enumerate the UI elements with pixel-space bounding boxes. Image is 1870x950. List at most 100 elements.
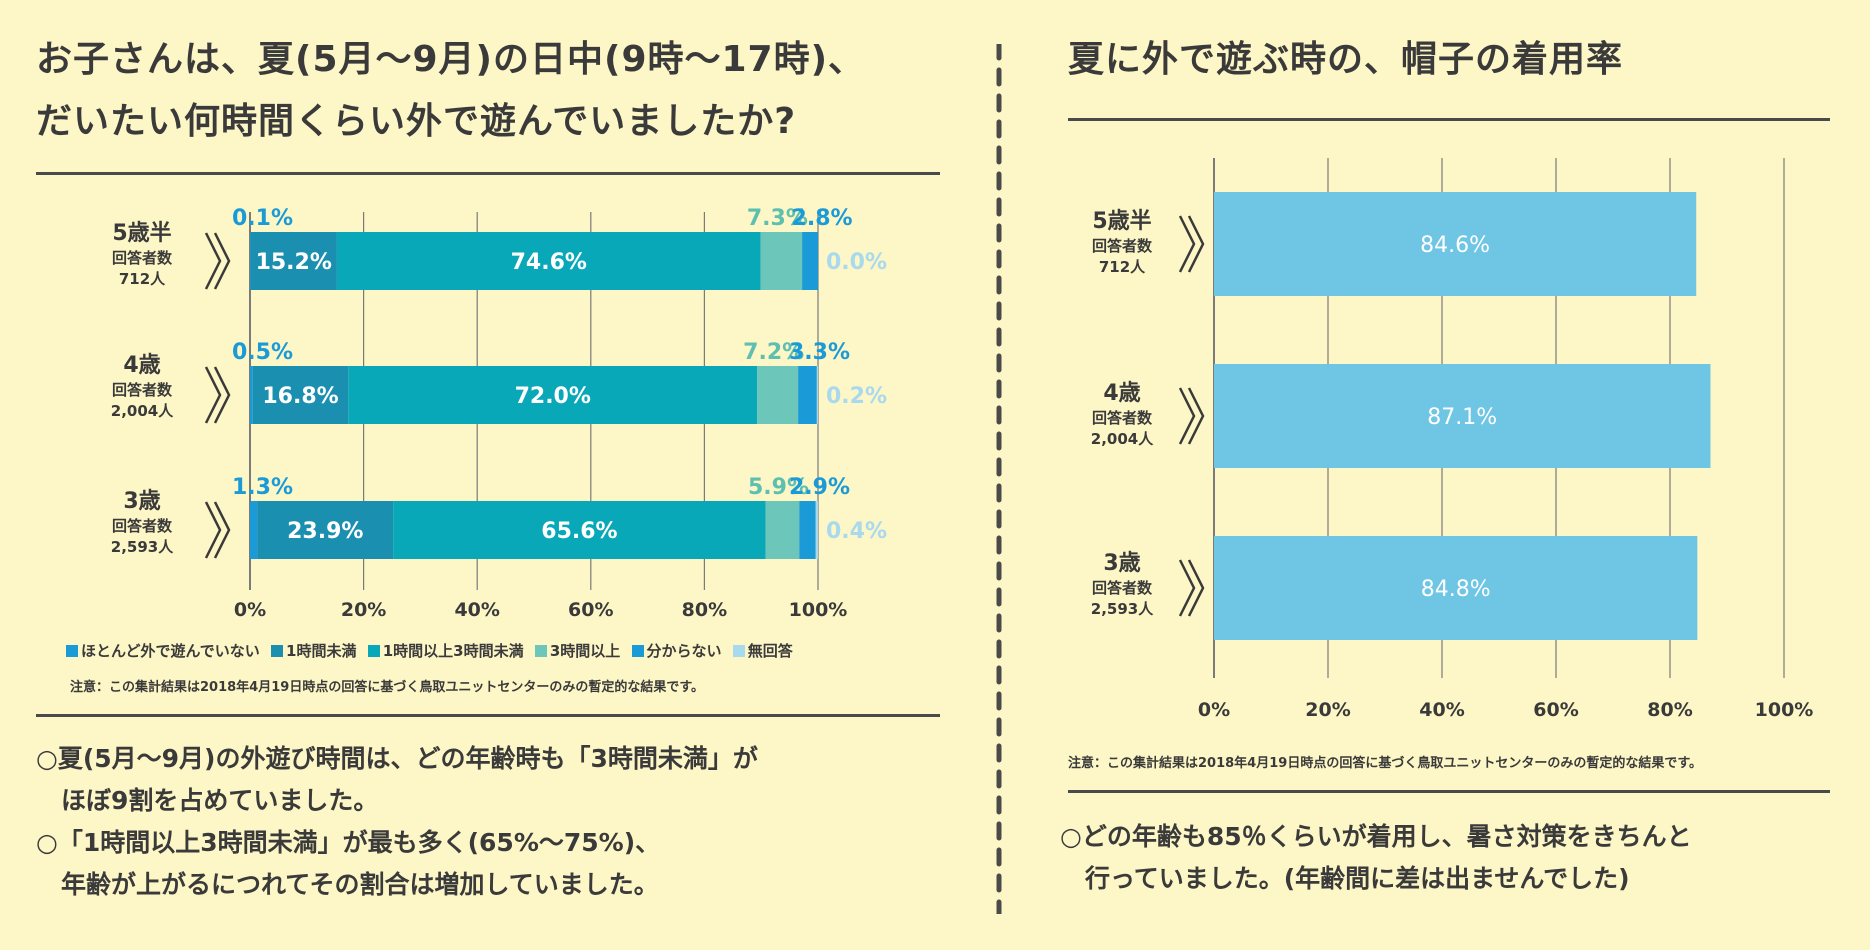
group-respondents-label: 回答者数: [1091, 409, 1152, 427]
bar-segment: [815, 501, 818, 559]
legend-item: 3時間以上: [534, 640, 621, 661]
bar-segment: [257, 501, 394, 559]
bar-segment: [760, 232, 803, 290]
row-chevron-icon: [204, 501, 231, 559]
group-count: 712人: [118, 270, 166, 288]
group-respondents-label: 回答者数: [1091, 579, 1152, 597]
chevron-stroke: [1178, 559, 1196, 617]
legend-swatch-4: [631, 645, 644, 657]
left-title-line2: だいたい何時間くらい外で遊んでいましたか?: [36, 101, 797, 142]
row-chevron-icon: [1178, 215, 1205, 273]
group-age: 5歳半: [1092, 209, 1152, 234]
right-summary-line2: 行っていました。(年齢間に差は出ませんでした): [1060, 864, 1630, 893]
x-tick-label: 40%: [454, 599, 499, 621]
chevron-stroke: [204, 232, 222, 290]
chevron-stroke: [204, 366, 222, 424]
left-summary-line2: ほぼ9割を占めていました。: [36, 786, 379, 815]
x-tick-label: 80%: [682, 599, 727, 621]
bar-data-label: 0.4%: [826, 519, 887, 544]
group-count: 2,004人: [110, 402, 174, 420]
left-legend: ほとんど外で遊んでいない 1時間未満 1時間以上3時間未満 3時間以上 分からな…: [66, 640, 799, 661]
legend-label: 3時間以上: [549, 642, 621, 660]
bar-data-label: 7.3%: [747, 206, 808, 231]
bar-segment: [799, 501, 816, 559]
legend-swatch-0: [66, 645, 78, 657]
right-title: 夏に外で遊ぶ時の、帽子の着用率: [1068, 39, 1624, 80]
x-tick-label: 0%: [1198, 699, 1230, 721]
group-age: 3歳: [1103, 551, 1141, 576]
x-tick-label: 60%: [1533, 699, 1578, 721]
bar-segment: [816, 366, 818, 424]
right-bar-chart: 0% 20% 40% 60% 80% 100% 84.6% 87.1% 84.8%: [1178, 158, 1814, 721]
bar-segment: [798, 366, 817, 424]
bar-segment: [393, 501, 766, 559]
group-age: 5歳半: [112, 221, 172, 246]
x-tick-label: 80%: [1647, 699, 1692, 721]
left-stacked-bar-chart: 0% 20% 40% 60% 80% 100% 0.1% 15.2% 74.6% 7.3%2.8%…: [204, 206, 887, 621]
bar-data-label: 0.0%: [826, 250, 887, 275]
legend-label: 1時間未満: [286, 642, 357, 660]
panel-divider: [996, 44, 1002, 914]
bar-segment: [336, 232, 761, 290]
left-note: 注意：この集計結果は2018年4月19日時点の回答に基づく鳥取ユニットセンターの…: [70, 680, 705, 695]
chevron-stroke: [1187, 215, 1205, 273]
bar-segment: [765, 501, 800, 559]
chevron-stroke: [1178, 387, 1196, 445]
chevron-stroke: [213, 366, 231, 424]
bar: [1214, 364, 1711, 468]
legend-swatch-3: [534, 645, 547, 657]
bar-data-label: 84.8%: [1421, 577, 1491, 602]
legend-swatch-5: [732, 645, 745, 657]
legend-item: 1時間未満: [271, 640, 356, 661]
bar-data-label: 3.3%: [789, 340, 850, 365]
left-title-line1: お子さんは、夏(5月～9月)の日中(9時～17時)、: [36, 39, 866, 80]
bar-data-label: 15.2%: [256, 250, 332, 275]
x-tick-label: 0%: [234, 599, 266, 621]
bar-data-label: 2.9%: [789, 475, 850, 500]
bar-data-label: 72.0%: [515, 384, 591, 409]
left-summary-line3: ○「1時間以上3時間未満」が最も多く(65%～75%)、: [36, 828, 661, 857]
right-group-label-2: 3歳 回答者数 2,593人: [1072, 550, 1172, 620]
group-count: 2,004人: [1090, 430, 1154, 448]
row-chevron-icon: [204, 366, 231, 424]
left-group-label-2: 3歳 回答者数 2,593人: [92, 488, 192, 558]
legend-item: 1時間以上3時間未満: [367, 640, 524, 661]
chevron-stroke: [213, 501, 231, 559]
group-respondents-label: 回答者数: [111, 249, 172, 267]
bar-data-label: 0.5%: [232, 340, 293, 365]
bar: [1214, 536, 1698, 640]
bar-data-label: 7.2%: [743, 340, 804, 365]
bar-segment: [250, 366, 253, 424]
legend-label: 分からない: [646, 642, 722, 660]
bar-data-label: 0.1%: [232, 206, 293, 231]
bar-data-label: 2.8%: [792, 206, 853, 231]
bar-segment: [250, 232, 337, 290]
bar-data-label: 5.9%: [748, 475, 809, 500]
group-count: 2,593人: [110, 538, 174, 556]
left-summary-line4: 年齢が上がるにつれてその割合は増加していました。: [36, 870, 659, 899]
group-count: 2,593人: [1090, 600, 1154, 618]
bar-segment: [802, 232, 818, 290]
row-chevron-icon: [1178, 387, 1205, 445]
legend-label: 無回答: [747, 642, 793, 660]
bar-data-label: 87.1%: [1427, 405, 1497, 430]
right-note: 注意：この集計結果は2018年4月19日時点の回答に基づく鳥取ユニットセンターの…: [1068, 756, 1703, 771]
bar-segment: [757, 366, 799, 424]
legend-item: 無回答: [732, 640, 793, 661]
bar-data-label: 23.9%: [287, 519, 363, 544]
bar-segment: [252, 366, 349, 424]
bar-data-label: 84.6%: [1420, 233, 1490, 258]
right-group-label-1: 4歳 回答者数 2,004人: [1072, 380, 1172, 450]
right-summary-line1: ○どの年齢も85％くらいが着用し、暑さ対策をきちんと: [1060, 822, 1692, 851]
group-respondents-label: 回答者数: [1091, 237, 1152, 255]
chevron-stroke: [1187, 387, 1205, 445]
chevron-stroke: [213, 232, 231, 290]
chevron-stroke: [204, 501, 222, 559]
bar-data-label: 65.6%: [541, 519, 617, 544]
x-tick-label: 100%: [1755, 699, 1814, 721]
group-count: 712人: [1098, 258, 1146, 276]
right-group-label-0: 5歳半 回答者数 712人: [1072, 208, 1172, 278]
legend-swatch-1: [271, 645, 284, 657]
bar-data-label: 1.3%: [232, 475, 293, 500]
right-title-rule: [1068, 118, 1830, 121]
